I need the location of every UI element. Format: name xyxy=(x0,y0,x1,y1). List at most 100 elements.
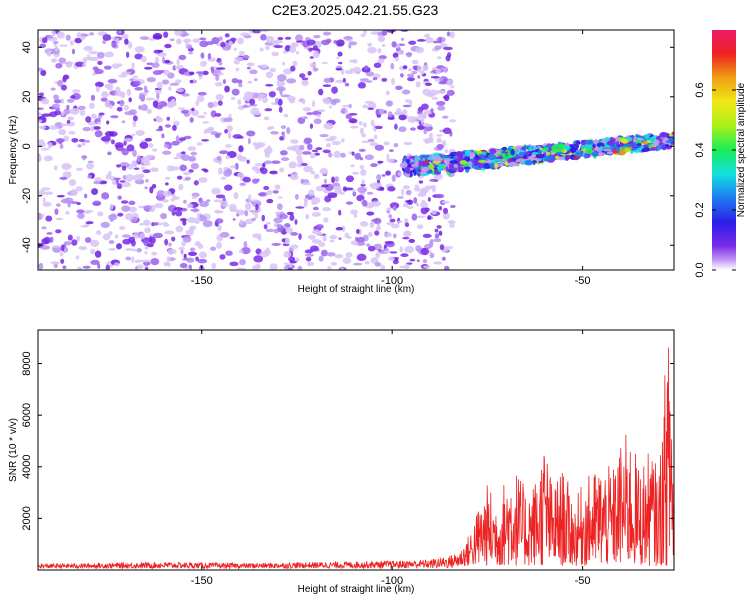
noise-point xyxy=(427,215,432,220)
noise-point xyxy=(411,213,418,221)
noise-point xyxy=(434,45,442,51)
noise-point xyxy=(311,239,322,244)
noise-point xyxy=(424,138,429,144)
noise-point xyxy=(337,51,343,57)
noise-point xyxy=(94,81,104,88)
noise-point xyxy=(216,155,222,161)
noise-point xyxy=(378,55,387,60)
noise-point xyxy=(213,100,218,108)
noise-point xyxy=(313,118,322,125)
noise-point xyxy=(371,219,379,222)
noise-point xyxy=(132,115,138,122)
noise-point xyxy=(423,128,428,135)
noise-point xyxy=(436,134,443,137)
signal-point xyxy=(550,149,559,153)
noise-point xyxy=(158,101,168,107)
noise-point xyxy=(40,147,50,151)
noise-point xyxy=(113,262,120,267)
noise-point xyxy=(197,115,206,119)
signal-point xyxy=(399,162,408,169)
noise-point xyxy=(363,65,369,70)
noise-point xyxy=(144,246,149,250)
noise-point xyxy=(135,129,145,136)
noise-point xyxy=(195,100,200,106)
noise-point xyxy=(230,96,236,101)
noise-point xyxy=(356,194,365,202)
noise-point xyxy=(76,235,81,242)
figure-title: C2E3.2025.042.21.55.G23 xyxy=(272,2,439,18)
noise-point xyxy=(348,118,357,124)
noise-point xyxy=(400,37,405,41)
noise-point xyxy=(251,166,260,171)
y-tick-label: -40 xyxy=(21,237,33,253)
noise-point xyxy=(211,262,217,270)
noise-point xyxy=(249,69,258,75)
noise-point xyxy=(59,143,64,149)
noise-point xyxy=(273,217,283,224)
noise-point xyxy=(290,232,299,236)
snr-series-line xyxy=(38,347,674,570)
noise-point xyxy=(265,71,274,79)
signal-point xyxy=(664,137,668,141)
noise-point xyxy=(114,90,124,97)
noise-point xyxy=(298,233,302,240)
noise-point xyxy=(234,162,239,170)
noise-point xyxy=(254,163,264,167)
noise-point xyxy=(397,220,403,224)
noise-point xyxy=(195,71,205,74)
noise-point xyxy=(128,206,137,213)
noise-point xyxy=(280,94,291,98)
noise-point xyxy=(376,174,382,181)
noise-point xyxy=(94,130,103,138)
noise-point xyxy=(259,251,270,258)
noise-point xyxy=(110,139,115,145)
signal-point xyxy=(648,144,653,148)
signal-point xyxy=(428,163,435,170)
noise-point xyxy=(377,35,386,43)
noise-point xyxy=(233,47,237,51)
noise-point xyxy=(76,209,85,214)
noise-point xyxy=(446,89,455,96)
noise-point xyxy=(66,120,71,124)
noise-point xyxy=(145,178,149,183)
noise-point xyxy=(435,67,442,75)
noise-point xyxy=(198,177,208,183)
noise-point xyxy=(237,79,243,84)
noise-point xyxy=(411,59,419,65)
noise-point xyxy=(350,164,356,168)
noise-point xyxy=(323,77,331,84)
signal-point xyxy=(641,147,651,152)
noise-point xyxy=(60,98,65,104)
noise-point xyxy=(402,202,409,208)
noise-point xyxy=(228,203,237,211)
noise-point xyxy=(322,97,331,103)
signal-point xyxy=(418,163,426,167)
noise-point xyxy=(223,117,233,123)
colorbar-tick-label: 0.6 xyxy=(694,82,706,97)
noise-point xyxy=(436,65,445,69)
noise-point xyxy=(331,86,338,94)
signal-point xyxy=(619,149,626,156)
noise-point xyxy=(431,96,439,100)
noise-point xyxy=(233,60,241,65)
noise-point xyxy=(60,84,67,91)
noise-point xyxy=(149,186,154,194)
noise-point xyxy=(421,112,427,120)
noise-point xyxy=(237,37,244,45)
signal-point xyxy=(661,144,667,151)
noise-point xyxy=(361,140,371,144)
signal-point xyxy=(531,151,539,155)
noise-point xyxy=(341,107,346,115)
noise-point xyxy=(361,179,365,185)
noise-point xyxy=(329,234,338,240)
noise-point xyxy=(276,223,283,228)
noise-point xyxy=(128,97,132,103)
noise-point xyxy=(421,103,429,110)
noise-point xyxy=(38,189,46,196)
signal-point xyxy=(606,151,614,155)
noise-point xyxy=(369,221,375,229)
signal-point xyxy=(655,135,662,141)
noise-point xyxy=(311,100,316,108)
noise-point xyxy=(169,82,180,86)
